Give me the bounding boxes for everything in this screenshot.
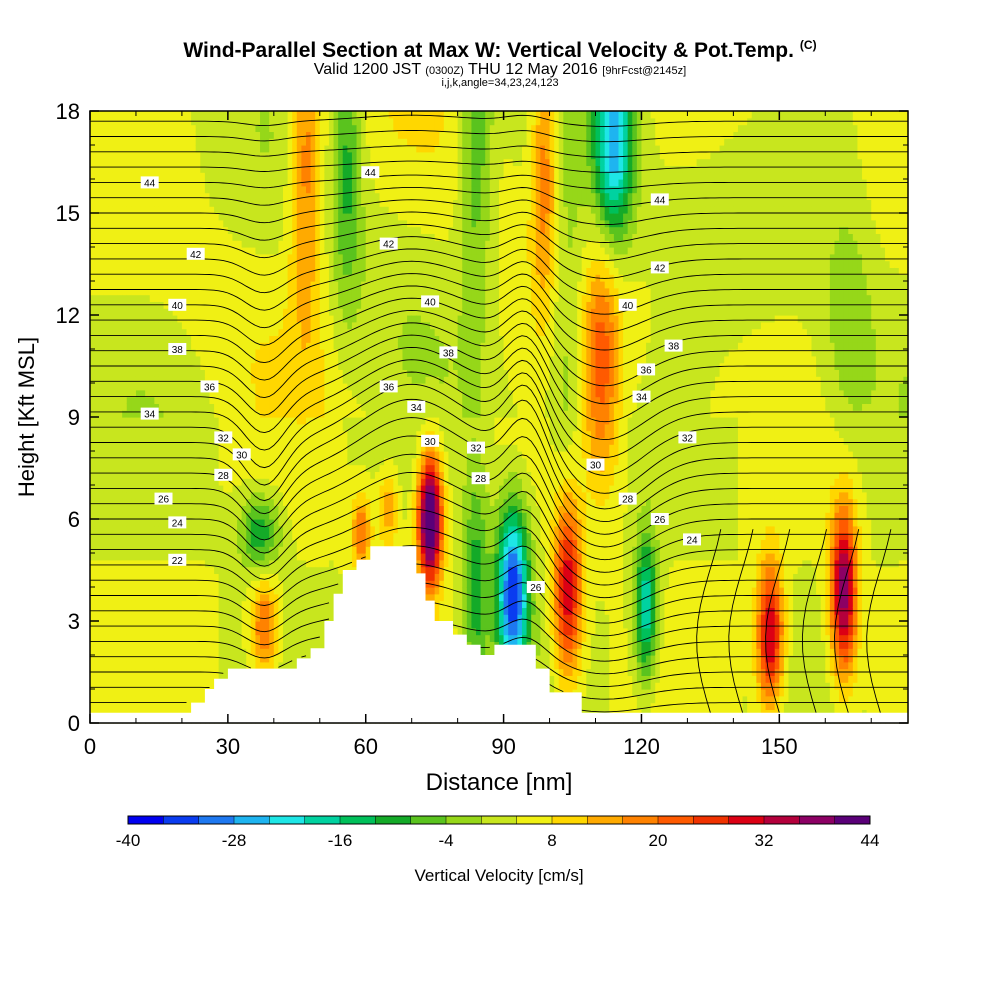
colorbar-swatch <box>728 816 765 824</box>
theta-label: 40 <box>168 298 187 312</box>
x-tick-label: 90 <box>491 734 515 759</box>
colorbar-swatch <box>163 816 200 824</box>
colorbar-swatch <box>198 816 235 824</box>
colorbar-swatch <box>340 816 376 824</box>
theta-label: 28 <box>214 468 233 482</box>
theta-label: 26 <box>526 581 545 594</box>
colorbar-tick-label: -40 <box>116 831 141 850</box>
colorbar-swatch <box>799 816 836 824</box>
colorbar-swatch <box>693 816 730 824</box>
colorbar-swatch <box>304 816 341 824</box>
colorbar-swatch <box>446 816 482 824</box>
colorbar: -40 -28 -16 -4 8 20 32 44 <box>116 815 880 850</box>
theta-label: 44 <box>140 176 159 189</box>
theta-label: 38 <box>168 343 187 356</box>
theta-label: 44 <box>361 166 380 179</box>
colorbar-tick-label: 32 <box>755 831 774 850</box>
theta-label: 26 <box>154 492 173 506</box>
colorbar-swatch <box>375 816 412 824</box>
theta-label: 34 <box>632 390 651 404</box>
theta-label: 30 <box>232 448 251 461</box>
theta-label: 42 <box>379 237 398 251</box>
theta-label: 42 <box>650 261 669 274</box>
y-tick-label: 12 <box>56 303 80 328</box>
colorbar-tick-label: 20 <box>649 831 668 850</box>
colorbar-swatch <box>834 816 871 824</box>
colorbar-swatch <box>587 816 624 824</box>
y-tick-label: 15 <box>56 201 80 226</box>
colorbar-swatch <box>622 816 659 824</box>
theta-label: 24 <box>683 533 701 546</box>
theta-label: 44 <box>650 193 669 206</box>
theta-label: 34 <box>407 400 426 414</box>
colorbar-swatch <box>764 816 800 824</box>
x-tick-label: 150 <box>761 734 798 759</box>
theta-label: 22 <box>168 553 187 567</box>
colorbar-tick-label: -4 <box>438 831 453 850</box>
theta-label: 38 <box>439 346 458 359</box>
chart-subtitle: Valid 1200 JST (0300Z) THU 12 May 2016 [… <box>313 61 687 78</box>
theta-label: 30 <box>586 458 605 472</box>
theta-label: 40 <box>618 298 637 312</box>
y-tick-label: 9 <box>68 405 80 430</box>
y-tick-label: 18 <box>56 99 80 124</box>
x-tick-label: 0 <box>84 734 96 759</box>
theta-label: 30 <box>421 434 440 448</box>
x-tick-label: 60 <box>353 734 377 759</box>
colorbar-swatch <box>516 816 553 824</box>
colorbar-tick-label: -28 <box>222 831 247 850</box>
theta-labels: 44 44 44 42 42 42 40 40 40 38 38 38 36 36 36 34 34 34 32 32… <box>140 166 701 594</box>
theta-label: 28 <box>618 492 637 506</box>
colorbar-swatch <box>128 816 164 824</box>
theta-label: 32 <box>467 441 485 455</box>
chart-indices: i,j,k,angle=34,23,24,123 <box>441 77 559 89</box>
y-axis-label: Height [Kft MSL] <box>14 337 39 497</box>
colorbar-swatch <box>552 816 588 824</box>
y-tick-label: 3 <box>68 609 80 634</box>
colorbar-swatch <box>410 816 447 824</box>
theta-label: 36 <box>200 380 219 393</box>
theta-label: 32 <box>678 431 697 444</box>
y-tick-label: 6 <box>68 507 80 532</box>
theta-label: 36 <box>379 380 398 393</box>
x-axis-label: Distance [nm] <box>426 769 573 796</box>
chart-title: Wind-Parallel Section at Max W: Vertical… <box>183 38 817 62</box>
terrain <box>90 546 908 723</box>
vertical-velocity-field <box>90 111 909 724</box>
colorbar-tick-label: -16 <box>328 831 353 850</box>
colorbar-swatch <box>658 816 694 824</box>
theta-label: 38 <box>664 339 683 353</box>
colorbar-swatch <box>234 816 270 824</box>
colorbar-label: Vertical Velocity [cm/s] <box>414 866 583 885</box>
theta-label: 42 <box>186 247 205 261</box>
terrain-shape <box>90 546 908 723</box>
theta-label: 36 <box>637 363 656 376</box>
theta-label: 34 <box>140 407 159 421</box>
colorbar-tick-label: 8 <box>547 831 556 850</box>
theta-label: 32 <box>214 431 233 444</box>
x-tick-label: 30 <box>216 734 240 759</box>
theta-label: 28 <box>471 472 490 485</box>
theta-label: 26 <box>650 513 669 526</box>
y-tick-label: 0 <box>68 711 80 736</box>
potential-temperature-contours <box>90 114 908 713</box>
x-tick-label: 120 <box>623 734 660 759</box>
colorbar-swatch <box>269 816 306 824</box>
colorbar-tick-label: 44 <box>861 831 880 850</box>
colorbar-swatch <box>481 816 518 824</box>
theta-label: 40 <box>421 295 440 308</box>
theta-label: 24 <box>168 516 187 529</box>
